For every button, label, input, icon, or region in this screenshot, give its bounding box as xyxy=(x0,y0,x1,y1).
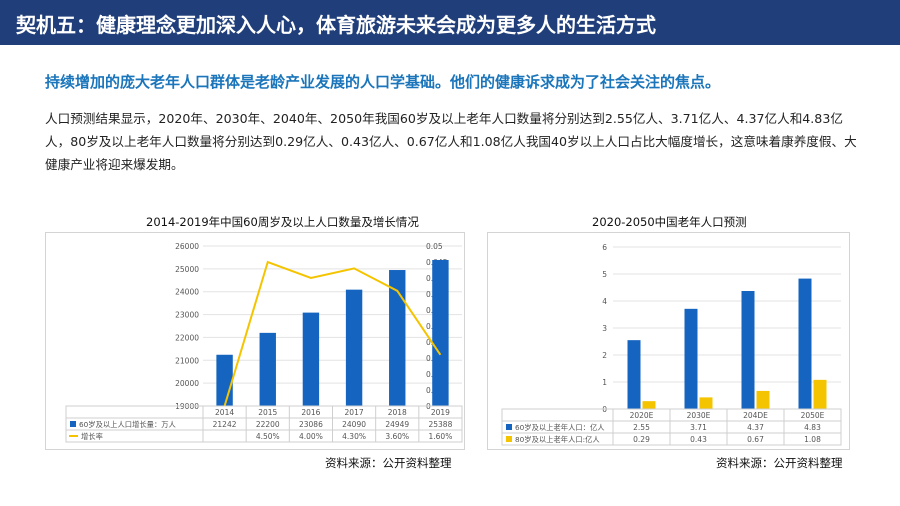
chart2-bar-80plus xyxy=(756,390,770,409)
chart1-rate-label: 4.50% xyxy=(256,432,280,441)
chart1-value-label: 23086 xyxy=(299,420,323,429)
chart1-category-label: 2017 xyxy=(345,408,364,417)
chart2-legend-swatch-60plus xyxy=(506,424,512,430)
chart2-ytick-label: 5 xyxy=(602,270,607,279)
chart2-value-label-60plus: 4.37 xyxy=(747,423,764,432)
chart1-category-label: 2018 xyxy=(388,408,407,417)
chart2-source: 资料来源：公开资料整理 xyxy=(716,456,843,470)
chart2-panel: 0 1 2 3 4 5 6 2020E 2030E 204DE 2050E 60岁及以上老年人口：亿人… xyxy=(487,232,850,450)
chart2-legend-80plus: 80岁及以上老年人口:亿人 xyxy=(515,435,600,444)
chart2-ytick-label: 1 xyxy=(602,378,607,387)
body-paragraph: 人口预测结果显示，2020年、2030年、2040年、2050年我国60岁及以上… xyxy=(45,111,857,172)
chart1-title: 2014-2019年中国60周岁及以上人口数量及增长情况 xyxy=(146,215,419,229)
chart1-category-label: 2019 xyxy=(431,408,450,417)
chart1-bar xyxy=(389,270,406,406)
chart1-panel: 19000 20000 21000 22000 23000 24000 25000 26000… xyxy=(45,232,465,450)
chart1-value-label: 21242 xyxy=(213,420,237,429)
chart1-bar xyxy=(432,259,449,406)
chart2-category-label: 2020E xyxy=(630,411,654,420)
chart2-bar-80plus xyxy=(813,379,827,409)
chart1-y2tick-label: 0.05 xyxy=(426,242,443,251)
chart2-ytick-label: 4 xyxy=(602,297,607,306)
chart1-ytick-label: 20000 xyxy=(175,379,199,388)
chart2-value-label-60plus: 4.83 xyxy=(804,423,821,432)
chart2-bar-80plus xyxy=(699,397,713,409)
chart1-ytick-label: 23000 xyxy=(175,311,199,320)
chart2-bar-60plus xyxy=(684,308,698,409)
chart2-category-label: 204DE xyxy=(743,411,768,420)
chart1-rate-label: 4.30% xyxy=(342,432,366,441)
chart1-source: 资料来源：公开资料整理 xyxy=(325,456,452,470)
chart1-ytick-label: 22000 xyxy=(175,333,199,342)
chart2-bar-60plus xyxy=(741,291,755,409)
chart1-growth-line xyxy=(223,260,442,407)
chart1-bar xyxy=(345,289,363,406)
chart2-value-label-60plus: 3.71 xyxy=(690,423,707,432)
chart1-rate-label: 4.00% xyxy=(299,432,323,441)
chart2-legend-60plus: 60岁及以上老年人口：亿人 xyxy=(515,423,605,432)
chart1-rate-label: 3.60% xyxy=(385,432,409,441)
header-bar: 契机五：健康理念更加深入人心，体育旅游未来会成为更多人的生活方式 xyxy=(0,0,900,45)
chart1-legend-bar: 60岁及以上人口增长量：万人 xyxy=(79,420,177,429)
chart2-category-label: 2030E xyxy=(687,411,711,420)
chart2-value-label-80plus: 1.08 xyxy=(804,435,821,444)
chart1-value-label: 25388 xyxy=(428,420,452,429)
chart2-value-label-80plus: 0.29 xyxy=(633,435,650,444)
chart1-svg: 1900020000210002200023000240002500026000… xyxy=(65,242,463,443)
chart1-bar xyxy=(259,332,276,406)
chart1-ytick-label: 21000 xyxy=(175,356,199,365)
chart1-ytick-label: 25000 xyxy=(175,265,199,274)
chart2-bar-80plus xyxy=(642,401,656,409)
chart1-ytick-label: 24000 xyxy=(175,288,199,297)
chart2-legend-swatch-80plus xyxy=(506,436,512,442)
chart2-ytick-label: 6 xyxy=(602,243,607,252)
chart2-value-label-80plus: 0.67 xyxy=(747,435,764,444)
chart2-category-label: 2050E xyxy=(801,411,825,420)
chart1-bar xyxy=(216,354,233,406)
chart1-legend-swatch-bar xyxy=(70,421,76,427)
chart1-value-label: 22200 xyxy=(256,420,280,429)
chart2-ytick-label: 3 xyxy=(602,324,607,333)
chart2-value-label-80plus: 0.43 xyxy=(690,435,707,444)
chart1-category-label: 2014 xyxy=(215,408,234,417)
chart2-bar-60plus xyxy=(798,278,812,409)
chart1-category-label: 2016 xyxy=(301,408,320,417)
chart2-title: 2020-2050中国老年人口预测 xyxy=(592,215,747,229)
chart1-bar xyxy=(302,312,320,406)
section-subtitle: 持续增加的庞大老年人口群体是老龄产业发展的人口学基础。他们的健康诉求成为了社会关… xyxy=(45,73,721,91)
chart1-rate-label: 1.60% xyxy=(429,432,453,441)
chart1-category-label: 2015 xyxy=(258,408,277,417)
chart1-value-label: 24090 xyxy=(342,420,366,429)
chart2-bar-60plus xyxy=(627,340,641,409)
chart1-ytick-label: 26000 xyxy=(175,242,199,251)
chart2-value-label-60plus: 2.55 xyxy=(633,423,650,432)
chart1-legend-line: 增长率 xyxy=(81,432,103,441)
page-title: 契机五：健康理念更加深入人心，体育旅游未来会成为更多人的生活方式 xyxy=(16,13,656,37)
chart2-ytick-label: 2 xyxy=(602,351,607,360)
chart1-value-label: 24949 xyxy=(385,420,409,429)
